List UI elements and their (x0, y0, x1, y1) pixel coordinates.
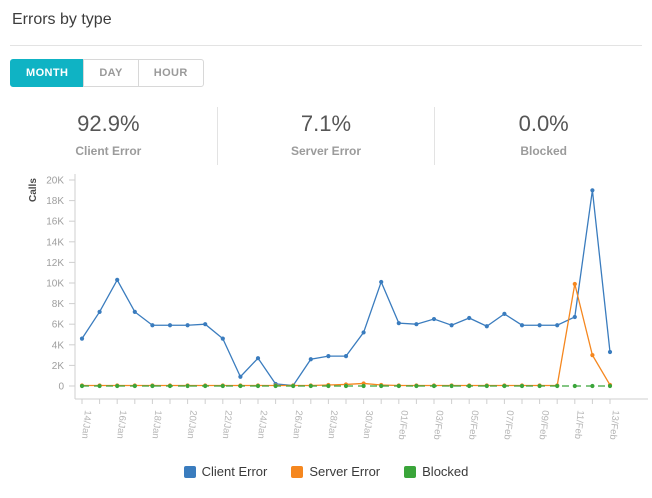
svg-text:10K: 10K (46, 279, 64, 290)
stat-client-error: 92.9% Client Error (0, 107, 217, 165)
page-title: Errors by type (12, 11, 112, 28)
stat-client-error-value: 92.9% (77, 111, 140, 136)
chart-legend: Client Error Server Error Blocked (0, 464, 652, 479)
legend-label-client-error: Client Error (201, 464, 268, 479)
stat-blocked-label: Blocked (520, 144, 568, 158)
svg-text:18K: 18K (46, 196, 64, 207)
svg-text:22/Jan: 22/Jan (220, 410, 234, 440)
svg-text:14/Jan: 14/Jan (79, 410, 93, 440)
svg-text:8K: 8K (52, 299, 65, 310)
svg-text:30/Jan: 30/Jan (361, 410, 375, 440)
svg-text:11/Feb: 11/Feb (572, 410, 586, 440)
svg-text:12K: 12K (46, 258, 64, 269)
server-error-swatch-icon (291, 465, 304, 478)
svg-text:05/Feb: 05/Feb (466, 410, 480, 441)
svg-text:03/Feb: 03/Feb (431, 410, 445, 441)
svg-text:01/Feb: 01/Feb (396, 410, 410, 441)
svg-text:24/Jan: 24/Jan (255, 410, 269, 440)
blocked-swatch-icon (404, 465, 417, 478)
tab-hour[interactable]: HOUR (137, 59, 204, 87)
svg-text:28/Jan: 28/Jan (325, 410, 339, 440)
svg-text:20K: 20K (46, 176, 64, 187)
stat-client-error-label: Client Error (75, 144, 142, 158)
title-divider (10, 45, 642, 46)
client-error-swatch-icon (183, 465, 196, 478)
stat-blocked-value: 0.0% (518, 111, 569, 136)
interval-tabs: MONTH DAY HOUR (10, 59, 204, 87)
svg-text:14K: 14K (46, 237, 64, 248)
svg-text:13/Feb: 13/Feb (607, 410, 621, 441)
stat-server-error-label: Server Error (290, 144, 362, 158)
stats-row: 92.9% Client Error 7.1% Server Error 0.0… (0, 107, 652, 165)
svg-text:Calls: Calls (28, 178, 39, 202)
legend-label-server-error: Server Error (309, 464, 381, 479)
svg-text:4K: 4K (52, 340, 65, 351)
svg-text:18/Jan: 18/Jan (149, 410, 163, 440)
stat-server-error: 7.1% Server Error (216, 107, 435, 165)
svg-text:16K: 16K (46, 217, 64, 228)
legend-label-blocked: Blocked (422, 464, 469, 479)
tab-month[interactable]: MONTH (10, 59, 85, 87)
svg-text:0: 0 (58, 382, 64, 393)
legend-item-blocked[interactable]: Blocked (404, 464, 468, 479)
stat-server-error-value: 7.1% (300, 111, 352, 136)
svg-text:2K: 2K (52, 361, 65, 372)
svg-text:20/Jan: 20/Jan (185, 410, 199, 440)
svg-text:09/Feb: 09/Feb (537, 410, 551, 441)
svg-text:16/Jan: 16/Jan (114, 410, 128, 440)
legend-item-server-error[interactable]: Server Error (291, 464, 380, 479)
svg-text:26/Jan: 26/Jan (290, 410, 304, 440)
legend-item-client-error[interactable]: Client Error (183, 464, 268, 479)
svg-text:6K: 6K (52, 320, 65, 331)
errors-line-chart[interactable]: Calls 0 2K 4K 6K 8K 10K 12K 14K 16K 18K 20K 14/Jan 16… (0, 156, 652, 462)
stat-blocked: 0.0% Blocked (434, 107, 652, 165)
svg-text:07/Feb: 07/Feb (501, 410, 515, 441)
tab-day[interactable]: DAY (83, 59, 139, 87)
